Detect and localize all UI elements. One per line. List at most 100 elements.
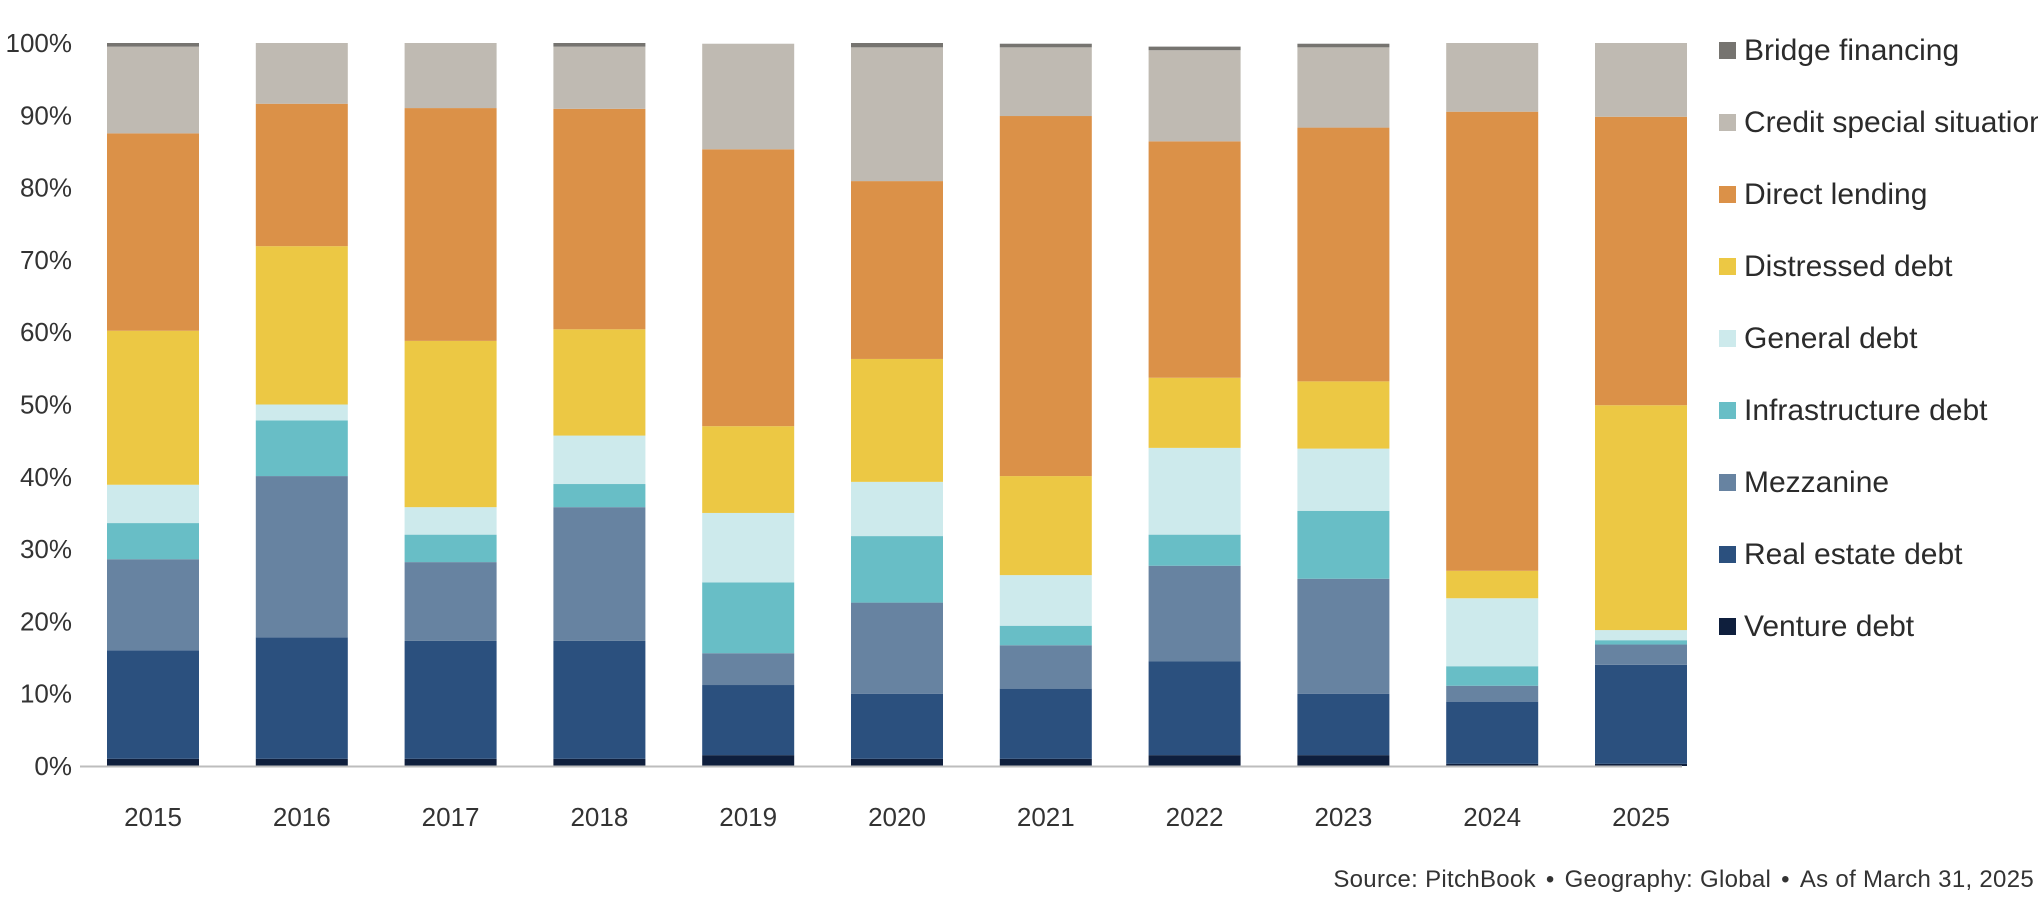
bar-segment-direct-lending (404, 108, 497, 341)
bar-segment-mezzanine (851, 602, 943, 694)
bar-segment-direct-lending (255, 103, 348, 247)
legend-label: Venture debt (1744, 610, 1915, 643)
bar-segment-general-debt (1595, 630, 1687, 641)
bar-segment-infrastructure-debt (702, 582, 795, 654)
footer-separator: • (1781, 866, 1790, 893)
y-tick-label: 30% (20, 534, 72, 564)
bar-group-2023 (1297, 43, 1390, 766)
bar-segment-venture-debt (1446, 763, 1539, 766)
bar-segment-real-estate-debt (255, 637, 348, 759)
legend-item: Credit special situations (1719, 106, 2038, 139)
legend-swatch (1719, 474, 1736, 491)
bar-segment-credit-special-situations (1148, 50, 1241, 142)
bar-segment-venture-debt (999, 758, 1092, 766)
bar-segment-direct-lending (851, 181, 943, 359)
bar-segment-general-debt (1148, 447, 1241, 535)
chart-footer: Source: PitchBook • Geography: Global • As o… (1333, 866, 2034, 894)
bar-segment-real-estate-debt (1148, 661, 1241, 756)
bar-segment-direct-lending (702, 149, 795, 427)
bar-segment-real-estate-debt (1297, 693, 1390, 756)
bar-segment-bridge-financing (553, 43, 646, 47)
bar-segment-general-debt (999, 575, 1092, 626)
bar-segment-venture-debt (404, 758, 497, 766)
bar-group-2018 (553, 43, 646, 766)
legend-label: Mezzanine (1744, 466, 1889, 499)
bar-segment-real-estate-debt (107, 650, 199, 759)
legend-swatch (1719, 402, 1736, 419)
bar-segment-credit-special-situations (851, 47, 943, 182)
x-tick-label: 2019 (719, 802, 777, 832)
bar-segment-general-debt (851, 481, 943, 537)
legend-swatch (1719, 42, 1736, 59)
bar-segment-general-debt (255, 404, 348, 421)
legend-item: Venture debt (1719, 610, 1915, 643)
bar-segment-direct-lending (553, 108, 646, 330)
bar-segment-distressed-debt (1148, 377, 1241, 448)
bar-segment-mezzanine (404, 562, 497, 641)
x-tick-label: 2023 (1314, 802, 1372, 832)
bar-segment-mezzanine (702, 653, 795, 686)
bar-segment-credit-special-situations (255, 43, 348, 104)
footer-geography: Geography: Global (1564, 866, 1772, 893)
legend-item: Infrastructure debt (1719, 394, 1988, 427)
bar-group-2025 (1595, 43, 1687, 766)
bar-group-2020 (851, 43, 943, 766)
bar-segment-distressed-debt (553, 329, 646, 436)
bar-segment-direct-lending (1446, 111, 1539, 571)
legend-swatch (1719, 546, 1736, 563)
bar-segment-direct-lending (1297, 127, 1390, 382)
legend-label: Distressed debt (1744, 250, 1953, 283)
legend-label: Credit special situations (1744, 106, 2038, 139)
bar-segment-venture-debt (1595, 763, 1687, 766)
bar-segment-venture-debt (255, 758, 348, 766)
bar-segment-mezzanine (999, 645, 1092, 689)
bar-segment-venture-debt (702, 755, 795, 766)
bar-segment-credit-special-situations (1297, 47, 1390, 128)
x-tick-label: 2021 (1017, 802, 1075, 832)
legend-label: Bridge financing (1744, 34, 1959, 67)
legend: Bridge financing Credit special situation… (1719, 34, 2038, 643)
bar-segment-general-debt (1446, 598, 1539, 667)
bar-segment-infrastructure-debt (999, 625, 1092, 646)
legend-swatch (1719, 258, 1736, 275)
x-tick-label: 2022 (1166, 802, 1224, 832)
bar-segment-bridge-financing (1297, 43, 1390, 48)
bar-segment-direct-lending (1595, 116, 1687, 406)
x-tick-label: 2015 (124, 802, 182, 832)
bar-segment-distressed-debt (1297, 381, 1390, 449)
y-tick-label: 0% (34, 751, 72, 781)
x-tick-label: 2024 (1463, 802, 1521, 832)
bar-group-2022 (1148, 46, 1241, 766)
footer-as-of: As of March 31, 2025 (1799, 866, 2034, 893)
legend-item: Bridge financing (1719, 34, 1959, 67)
bar-segment-bridge-financing (851, 43, 943, 48)
bar-segment-general-debt (1297, 448, 1390, 511)
bar-segment-venture-debt (107, 758, 199, 766)
bar-segment-mezzanine (107, 559, 199, 651)
bar-segment-mezzanine (553, 507, 646, 641)
bar-segment-real-estate-debt (1446, 701, 1539, 764)
bar-segment-direct-lending (1148, 141, 1241, 378)
bar-group-2019 (702, 43, 795, 766)
bar-segment-direct-lending (107, 133, 199, 331)
legend-item: Mezzanine (1719, 466, 1889, 499)
bar-group-2021 (999, 43, 1092, 766)
bar-segment-venture-debt (1297, 755, 1390, 766)
bar-segment-bridge-financing (999, 43, 1092, 48)
bar-segment-general-debt (702, 512, 795, 583)
bar-segment-infrastructure-debt (1148, 534, 1241, 566)
bar-segment-infrastructure-debt (1446, 666, 1539, 686)
bar-segment-mezzanine (1148, 565, 1241, 662)
bar-segment-real-estate-debt (702, 685, 795, 756)
y-tick-label: 80% (20, 173, 72, 203)
x-tick-label: 2017 (422, 802, 480, 832)
bar-segment-general-debt (107, 484, 199, 524)
y-tick-label: 20% (20, 606, 72, 636)
bar-segment-credit-special-situations (999, 47, 1092, 117)
bar-segment-infrastructure-debt (404, 534, 497, 563)
bar-group-2024 (1446, 43, 1539, 766)
bar-group-2016 (255, 43, 348, 766)
legend-swatch (1719, 114, 1736, 131)
legend-item: Direct lending (1719, 178, 1927, 211)
footer-separator: • (1545, 866, 1555, 893)
